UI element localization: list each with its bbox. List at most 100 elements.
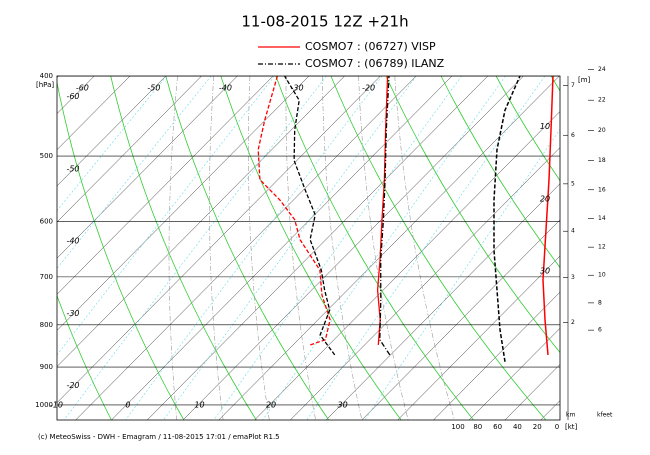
- y-unit-label: [hPa]: [36, 81, 54, 89]
- isotherm-label: -40: [66, 237, 79, 246]
- moist-adiabat: [358, 76, 409, 420]
- chart-title: 11-08-2015 12Z +21h: [241, 13, 408, 31]
- isotherm: [397, 255, 560, 420]
- y-tick-label: 1000: [35, 401, 53, 409]
- km-tick-label: 5: [571, 180, 575, 187]
- wind-speed-line: [493, 76, 521, 362]
- km-tick-label: 7: [571, 82, 575, 89]
- background-lines: [57, 76, 560, 420]
- isotherm: [57, 76, 238, 259]
- dry-adiabat: [165, 76, 330, 420]
- isotherm-label: -50: [66, 164, 79, 173]
- kfeet-label: kfeet: [597, 412, 613, 419]
- speed-tick-label: 80: [473, 423, 482, 431]
- isotherm: [218, 76, 560, 420]
- km-label: km: [566, 412, 575, 419]
- dry-adiabat: [57, 80, 185, 420]
- dry-adiabat: [495, 76, 560, 182]
- dry-adiabat: [440, 76, 560, 269]
- y-tick-label: 500: [40, 152, 53, 160]
- isotherm: [182, 76, 524, 420]
- y-tick-label: 600: [40, 218, 53, 226]
- isotherm: [57, 76, 202, 223]
- kfeet-tick-label: 24: [598, 66, 606, 73]
- isotherm: [147, 76, 488, 420]
- dewpoint-line: [284, 76, 336, 356]
- isotherm-label: 20: [540, 194, 550, 203]
- x-tick-label: -10: [50, 400, 63, 409]
- isotherm: [57, 76, 310, 331]
- km-tick-label: 2: [571, 319, 575, 326]
- dry-adiabat: [57, 294, 112, 420]
- isotherm: [57, 76, 166, 187]
- speed-tick-label: 60: [493, 423, 502, 431]
- mixing-ratio-line: [63, 76, 327, 420]
- mixing-ratio-line: [364, 128, 560, 420]
- km-tick-label: 4: [571, 228, 575, 235]
- isotherm: [75, 76, 417, 420]
- speed-tick-label: 40: [513, 423, 522, 431]
- kfeet-tick-label: 18: [598, 157, 606, 164]
- isotherm-label: -20: [362, 84, 375, 93]
- moist-adiabat: [322, 76, 363, 420]
- dewpoint-line: [257, 76, 331, 346]
- isotherm-label: 30: [540, 267, 550, 276]
- kfeet-tick-label: 16: [598, 186, 606, 193]
- isotherm: [111, 76, 453, 420]
- mixing-ratio-line: [213, 76, 462, 420]
- dry-adiabat: [275, 76, 474, 420]
- speed-tick-label: 0: [555, 423, 559, 431]
- profiles: [257, 76, 554, 362]
- x-tick-label: 0: [125, 400, 130, 409]
- kfeet-tick-label: 10: [598, 272, 606, 279]
- legend-label: COSMO7 : (06727) VISP: [305, 40, 436, 53]
- isotherm-label: -50: [147, 84, 160, 93]
- legend-label: COSMO7 : (06789) ILANZ: [305, 57, 445, 70]
- temperature-line: [376, 76, 389, 345]
- x-tick-label: 30: [338, 400, 348, 409]
- moist-adiabat: [394, 76, 455, 420]
- moist-adiabat: [248, 76, 270, 420]
- mixing-ratio-line: [57, 76, 212, 270]
- isotherm-label: -40: [219, 84, 232, 93]
- isotherm-label: -30: [66, 309, 79, 318]
- dry-adiabat: [220, 76, 402, 420]
- kfeet-tick-label: 20: [598, 127, 606, 134]
- kfeet-tick-label: 22: [598, 97, 606, 104]
- speed-unit-label: [kt]: [565, 423, 578, 431]
- isotherm: [433, 291, 560, 420]
- isotherm-label: -60: [66, 92, 79, 101]
- x-tick-label: 20: [266, 400, 276, 409]
- isotherm: [57, 76, 345, 367]
- plot-frame: [56, 75, 561, 421]
- dry-adiabat: [110, 76, 257, 420]
- isotherm: [290, 147, 560, 420]
- y-tick-label: 900: [40, 363, 53, 371]
- wind-speed-line: [542, 76, 554, 355]
- temperature-line: [379, 76, 391, 356]
- isotherm: [325, 183, 560, 420]
- x-tick-label: 10: [194, 400, 204, 409]
- isotherm: [361, 219, 560, 420]
- speed-tick-label: 20: [533, 423, 542, 431]
- isotherm: [254, 111, 560, 420]
- y-tick-label: 700: [40, 273, 53, 281]
- moist-adiabat: [168, 76, 178, 420]
- kfeet-tick-label: 12: [598, 244, 606, 251]
- km-tick-label: 3: [571, 274, 575, 281]
- moist-adiabat: [285, 76, 316, 420]
- y-tick-label: 800: [40, 321, 53, 329]
- isotherm-label: -20: [66, 381, 79, 390]
- dry-adiabat: [330, 76, 547, 420]
- speed-tick-label: 100: [451, 423, 464, 431]
- isotherm-label: 10: [540, 122, 550, 131]
- isotherm: [57, 76, 274, 295]
- km-tick-label: 6: [571, 132, 575, 139]
- kfeet-tick-label: 14: [598, 215, 606, 222]
- height-unit-label: [m]: [578, 76, 591, 84]
- isotherm-label: -60: [76, 84, 89, 93]
- kfeet-tick-label: 6: [598, 327, 602, 334]
- isotherm: [57, 76, 131, 151]
- isotherm: [469, 327, 560, 420]
